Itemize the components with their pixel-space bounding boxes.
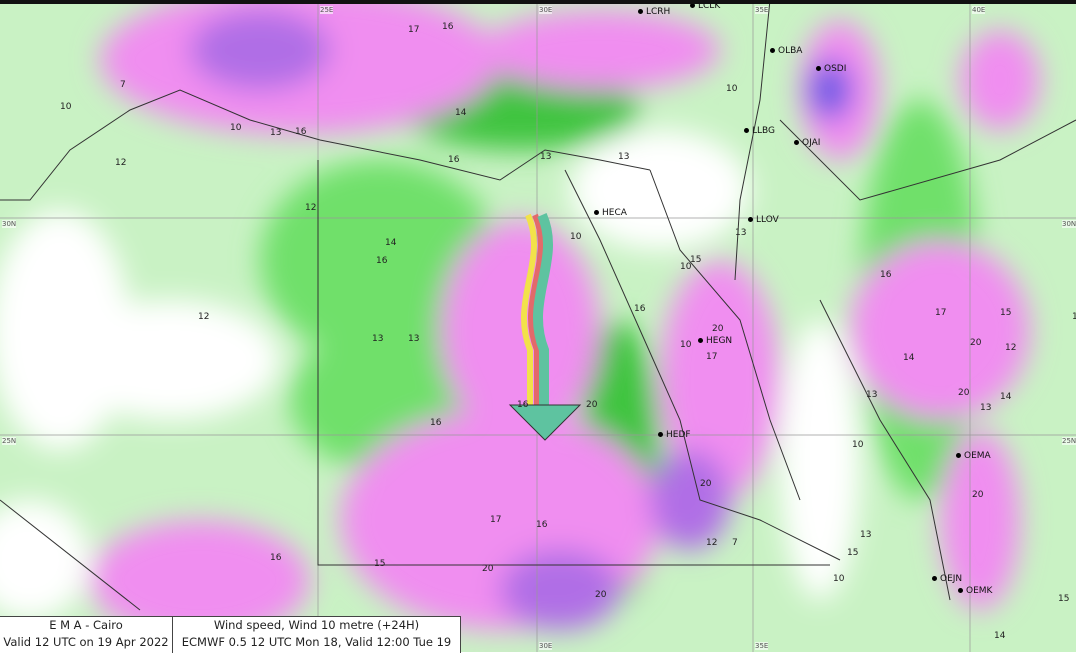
contour-label: 14	[994, 631, 1006, 641]
map-caption: E M A - Cairo Valid 12 UTC on 19 Apr 2022…	[0, 616, 461, 653]
station-label: OJAI	[794, 138, 820, 148]
contour-label: 14	[1000, 392, 1012, 402]
wind-direction-arrow	[508, 212, 582, 441]
contour-label: 15	[847, 548, 859, 558]
contour-label: 17	[706, 352, 718, 362]
contour-label: 10	[680, 340, 692, 350]
contour-label: 20	[958, 388, 970, 398]
contour-label: 7	[732, 538, 738, 548]
contour-label: 13	[372, 334, 384, 344]
contour-label: 17	[408, 25, 420, 35]
contour-label: 10	[230, 123, 242, 133]
contour-label: 16	[376, 256, 388, 266]
caption-title: Wind speed, Wind 10 metre (+24H)	[213, 618, 420, 632]
contour-label: 16	[634, 304, 646, 314]
contour-label: 13	[408, 334, 420, 344]
contour-label: 14	[385, 238, 397, 248]
contour-label: 20	[482, 564, 494, 574]
lon-label-40e: 40E	[972, 6, 986, 14]
station-label: LCRH	[638, 7, 670, 17]
lat-label-25n-right: 25N	[1062, 437, 1076, 445]
contour-label: 12	[1005, 343, 1017, 353]
station-label: HECA	[594, 208, 627, 218]
station-label: OSDI	[816, 64, 846, 74]
caption-model: ECMWF 0.5 12 UTC Mon 18, Valid 12:00 Tue…	[181, 635, 452, 649]
contour-label: 20	[970, 338, 982, 348]
lon-label-35e: 35E	[755, 6, 769, 14]
contour-label: 20	[972, 490, 984, 500]
contour-label: 10	[570, 232, 582, 242]
contour-label: 13	[980, 403, 992, 413]
contour-label: 16	[295, 127, 307, 137]
contour-label: 13	[860, 530, 872, 540]
contour-label: 16	[430, 418, 442, 428]
contour-label: 20	[586, 400, 598, 410]
contour-label: 14	[455, 108, 467, 118]
contour-label: 16	[536, 520, 548, 530]
contour-label: 15	[374, 559, 386, 569]
contour-label: 15	[1000, 308, 1012, 318]
contour-label: 14	[903, 353, 915, 363]
contour-label: 16	[517, 400, 529, 410]
lon-label-30e: 30E	[539, 6, 553, 14]
lat-label-30n: 30N	[2, 220, 17, 228]
contour-label: 20	[700, 479, 712, 489]
contour-label: 12	[115, 158, 127, 168]
lon-label-25e: 25E	[320, 6, 334, 14]
contour-label: 16	[880, 270, 892, 280]
contour-label: 13	[866, 390, 878, 400]
station-label: HEDF	[658, 430, 691, 440]
lat-label-25n: 25N	[2, 437, 17, 445]
contour-label: 12	[305, 203, 317, 213]
contour-label: 13	[735, 228, 747, 238]
contour-label: 10	[60, 102, 72, 112]
contour-label: 17	[935, 308, 947, 318]
contour-label: 16	[448, 155, 460, 165]
contour-label: 15	[1058, 594, 1070, 604]
station-label: OLBA	[770, 46, 802, 56]
station-label: LCLK	[690, 1, 720, 11]
lat-label-30n-right: 30N	[1062, 220, 1076, 228]
contour-label: 13	[618, 152, 630, 162]
station-label: OEMK	[958, 586, 992, 596]
contour-label: 10	[680, 262, 692, 272]
contour-label: 12	[706, 538, 718, 548]
contour-label: 13	[540, 152, 552, 162]
station-label: LLBG	[744, 126, 775, 136]
contour-label: 10	[852, 440, 864, 450]
station-label: OEMA	[956, 451, 991, 461]
station-label: OEJN	[932, 574, 962, 584]
lon-label-30e-bottom: 30E	[539, 642, 553, 650]
contour-label: 10	[726, 84, 738, 94]
caption-source: E M A - Cairo	[49, 618, 123, 632]
contour-label: 12	[198, 312, 210, 322]
lon-label-35e-bottom: 35E	[755, 642, 769, 650]
contour-label: 13	[270, 128, 282, 138]
contour-label: 20	[595, 590, 607, 600]
station-label: LLOV	[748, 215, 779, 225]
contour-label: 15	[690, 255, 702, 265]
contour-label: 10	[833, 574, 845, 584]
contour-label: 16	[270, 553, 282, 563]
contour-label: 20	[712, 324, 724, 334]
caption-valid: Valid 12 UTC on 19 Apr 2022	[3, 635, 169, 649]
contour-label: 7	[120, 80, 126, 90]
station-label: HEGN	[698, 336, 732, 346]
contour-label: 17	[1072, 312, 1076, 322]
top-border	[0, 0, 1076, 4]
contour-label: 17	[490, 515, 502, 525]
contour-label: 16	[442, 22, 454, 32]
